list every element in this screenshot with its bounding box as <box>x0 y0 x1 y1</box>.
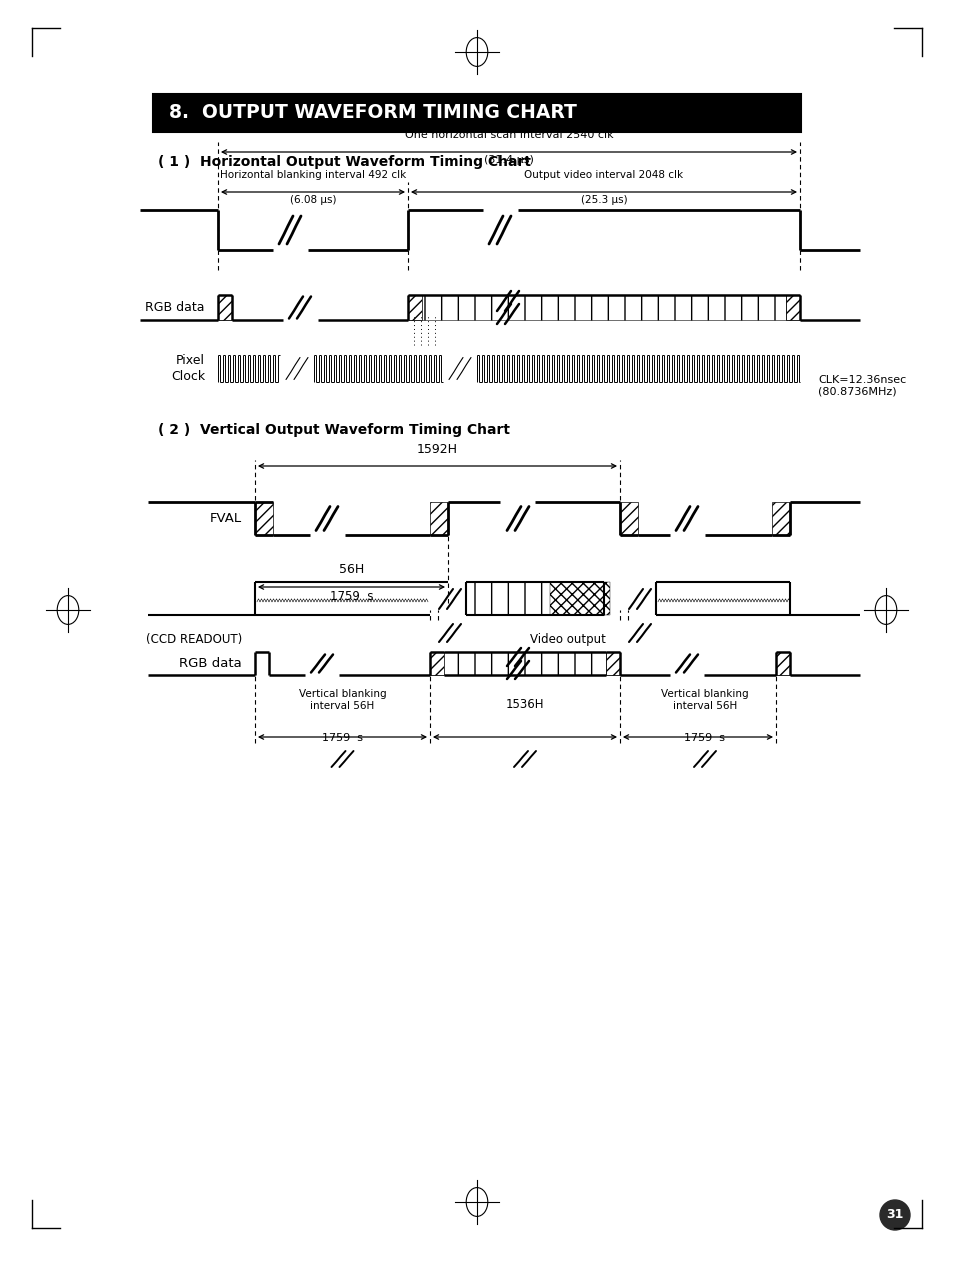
Text: (6.08 μs): (6.08 μs) <box>290 196 335 204</box>
Text: ( 1 )  Horizontal Output Waveform Timing Chart: ( 1 ) Horizontal Output Waveform Timing … <box>158 155 531 169</box>
Bar <box>254 502 273 535</box>
Text: Output video interval 2048 clk: Output video interval 2048 clk <box>524 170 683 180</box>
Text: Video output: Video output <box>530 632 605 646</box>
Bar <box>550 582 609 615</box>
Bar <box>785 295 800 320</box>
Text: CLK=12.36nsec
(80.8736MHz): CLK=12.36nsec (80.8736MHz) <box>817 375 905 396</box>
Text: One horizontal scan interval 2540 clk: One horizontal scan interval 2540 clk <box>404 130 613 140</box>
Bar <box>775 652 789 674</box>
Bar <box>619 502 638 535</box>
Text: 1759  s: 1759 s <box>684 733 724 743</box>
Text: 1759  s: 1759 s <box>330 591 373 603</box>
Text: 1536H: 1536H <box>505 698 543 711</box>
Bar <box>421 295 785 320</box>
Text: 1759  s: 1759 s <box>322 733 363 743</box>
Text: RGB data: RGB data <box>146 301 205 314</box>
Text: FVAL: FVAL <box>210 512 242 525</box>
Text: (25.3 μs): (25.3 μs) <box>580 196 627 204</box>
Bar <box>152 94 801 132</box>
Bar <box>605 652 619 674</box>
Bar <box>408 295 421 320</box>
Text: (31.4 μs): (31.4 μs) <box>483 155 534 165</box>
Text: Horizontal blanking interval 492 clk: Horizontal blanking interval 492 clk <box>219 170 406 180</box>
Text: 31: 31 <box>885 1209 902 1222</box>
Bar <box>771 502 789 535</box>
Text: RGB data: RGB data <box>179 657 242 671</box>
Bar <box>430 652 443 674</box>
Text: Vertical blanking
interval 56H: Vertical blanking interval 56H <box>660 690 748 711</box>
Bar <box>465 582 603 615</box>
Circle shape <box>879 1200 909 1231</box>
Bar <box>218 295 232 320</box>
Text: 8.  OUTPUT WAVEFORM TIMING CHART: 8. OUTPUT WAVEFORM TIMING CHART <box>169 103 577 122</box>
Text: 56H: 56H <box>338 563 364 577</box>
Text: Pixel
Clock: Pixel Clock <box>171 354 205 382</box>
Bar <box>443 652 605 674</box>
Bar <box>430 502 448 535</box>
Text: 1592H: 1592H <box>416 443 457 456</box>
Text: ( 2 )  Vertical Output Waveform Timing Chart: ( 2 ) Vertical Output Waveform Timing Ch… <box>158 423 510 437</box>
Text: Vertical blanking
interval 56H: Vertical blanking interval 56H <box>298 690 386 711</box>
Text: (CCD READOUT): (CCD READOUT) <box>146 632 242 646</box>
